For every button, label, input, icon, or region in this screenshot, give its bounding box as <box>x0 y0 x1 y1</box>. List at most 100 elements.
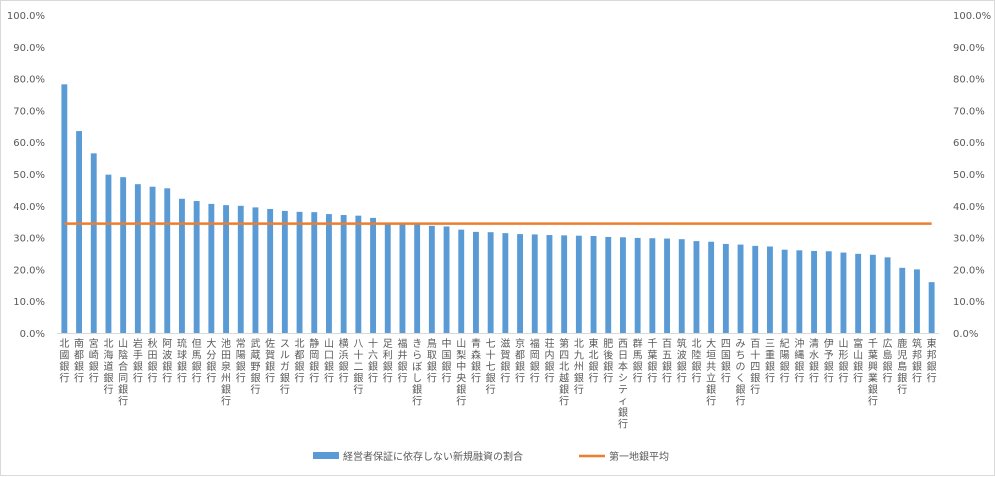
y-tick-label-left: 60.0% <box>13 138 45 149</box>
bar <box>355 215 362 333</box>
category-label: 三重銀行 <box>765 339 775 385</box>
bar <box>340 215 347 333</box>
category-label: 紀陽銀行 <box>780 337 790 385</box>
y-tick-label-right: 0.0% <box>953 329 978 340</box>
bar <box>311 212 318 333</box>
category-label: 肥後銀行 <box>603 338 613 385</box>
bar <box>928 282 935 333</box>
category-label: 富山銀行 <box>853 337 863 385</box>
bar <box>590 236 597 333</box>
bar <box>296 211 303 333</box>
category-label: 東邦銀行 <box>927 337 937 385</box>
bar <box>443 226 450 333</box>
category-label: 福井銀行 <box>397 337 407 385</box>
bar <box>531 234 538 333</box>
y-tick-label-right: 60.0% <box>953 138 985 149</box>
bar <box>605 236 612 333</box>
bar <box>193 201 200 333</box>
bar-series <box>61 84 935 333</box>
y-tick-label-left: 100.0% <box>7 11 45 22</box>
y-tick-label-right: 20.0% <box>953 265 985 276</box>
bar <box>693 241 700 333</box>
category-label: 足利銀行 <box>383 338 393 385</box>
category-label: 大分銀行 <box>206 337 216 385</box>
bar <box>575 235 582 333</box>
bar <box>90 153 97 333</box>
category-label: 北都銀行 <box>295 338 305 385</box>
category-label: 常陽銀行 <box>236 337 246 385</box>
y-tick-label-right: 80.0% <box>953 75 985 86</box>
category-label: 西日本シティ銀行 <box>618 339 628 431</box>
y-tick-label-left: 40.0% <box>13 202 45 213</box>
bar <box>546 235 553 333</box>
category-label: 青森銀行 <box>471 337 481 385</box>
bar <box>722 243 729 333</box>
y-tick-label-left: 10.0% <box>13 297 45 308</box>
bar <box>120 177 127 333</box>
y-tick-label-right: 70.0% <box>953 106 985 117</box>
category-label: 福岡銀行 <box>530 337 540 385</box>
y-tick-label-right: 40.0% <box>953 202 985 213</box>
legend-label-line: 第一地銀平均 <box>609 450 669 463</box>
category-label: 東北銀行 <box>589 337 599 385</box>
category-label: 横浜銀行 <box>339 337 349 385</box>
category-label: 山口銀行 <box>324 338 334 385</box>
category-label: 鳥取銀行 <box>427 337 437 385</box>
category-label: 岩手銀行 <box>133 337 143 385</box>
category-label: 武蔵野銀行 <box>250 337 260 396</box>
bar <box>634 237 641 333</box>
bar <box>252 207 259 333</box>
y-tick-label-left: 0.0% <box>20 329 45 340</box>
bar <box>105 174 112 333</box>
y-tick-label-right: 10.0% <box>953 297 985 308</box>
category-label: 第四北越銀行 <box>559 337 569 408</box>
y-tick-label-right: 50.0% <box>953 170 985 181</box>
category-label: 沖縄銀行 <box>794 337 804 385</box>
category-label: 滋賀銀行 <box>500 337 510 385</box>
bar <box>899 267 906 333</box>
left-y-axis: 0.0% 10.0% 20.0% 30.0% 40.0% 50.0% 60.0% 70.0% 8… <box>7 11 939 340</box>
bar <box>825 251 832 333</box>
category-label: 百十四銀行 <box>750 338 760 396</box>
bar <box>487 232 494 333</box>
legend-swatch-bar <box>313 452 339 459</box>
bar <box>517 234 523 333</box>
category-label: 清水銀行 <box>809 337 819 385</box>
bar <box>384 222 391 333</box>
right-y-axis: 0.0% 10.0% 20.0% 30.0% 40.0% 50.0% 60.0% 70.0% 8… <box>953 11 991 340</box>
bar <box>781 249 788 333</box>
category-label: 広島銀行 <box>883 337 893 385</box>
y-tick-label-left: 80.0% <box>13 75 45 86</box>
bar <box>752 245 759 333</box>
y-tick-label-left: 50.0% <box>13 170 45 181</box>
category-label: 大垣共立銀行 <box>706 337 716 408</box>
y-tick-label-left: 20.0% <box>13 265 45 276</box>
category-label: 群馬銀行 <box>633 337 643 385</box>
y-tick-label-right: 30.0% <box>953 234 985 245</box>
bar <box>473 231 479 333</box>
category-label: 荘内銀行 <box>544 338 554 385</box>
bar <box>502 233 509 333</box>
category-label: きらぼし銀行 <box>412 338 422 408</box>
category-label: 筑波銀行 <box>677 337 687 385</box>
bar <box>855 253 862 333</box>
category-label: 北陸銀行 <box>691 338 701 385</box>
bar <box>326 214 332 333</box>
category-label: 静岡銀行 <box>309 337 319 385</box>
bar <box>796 250 803 333</box>
bar <box>370 217 376 333</box>
bar <box>223 205 229 333</box>
category-label: 山梨中央銀行 <box>456 338 466 408</box>
bar <box>869 254 876 333</box>
bar <box>399 222 406 333</box>
bar <box>414 224 421 333</box>
category-label: 四国銀行 <box>721 339 731 385</box>
category-label: 十六銀行 <box>368 337 378 385</box>
category-label: 阿波銀行 <box>162 338 172 385</box>
bar <box>914 269 920 333</box>
category-label: 南都銀行 <box>74 337 84 385</box>
bar <box>149 186 156 333</box>
category-label: 伊予銀行 <box>824 338 834 385</box>
bar <box>708 241 715 333</box>
